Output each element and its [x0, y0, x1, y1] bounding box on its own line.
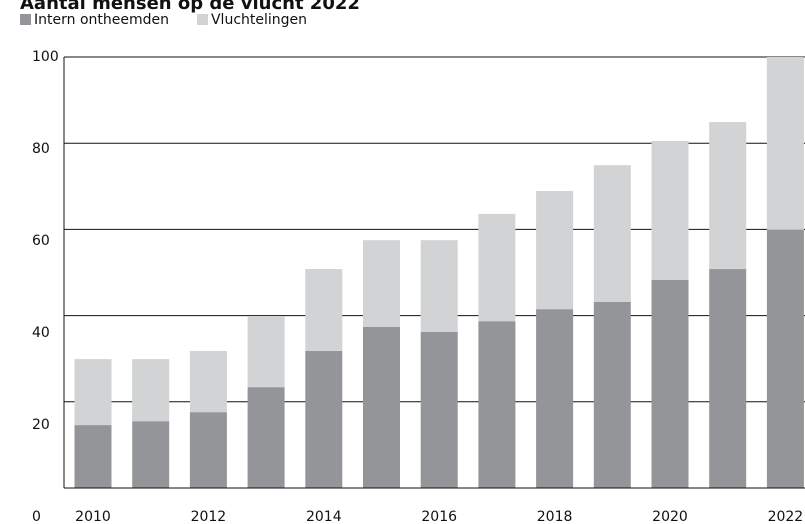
legend-swatch [20, 14, 31, 25]
bar-segment [420, 331, 458, 488]
x-tick-label: 2014 [306, 509, 342, 524]
bar-segment [305, 350, 343, 488]
bar-segment [305, 269, 343, 351]
bar-segment [478, 321, 516, 488]
bar-segment [247, 316, 285, 388]
bar-segment [593, 165, 631, 302]
legend-label: Intern ontheemden [34, 12, 169, 28]
x-tick-label: 2012 [191, 509, 227, 524]
y-tick-label: 60 [32, 233, 50, 249]
x-tick-label: 2010 [75, 509, 111, 524]
bar-segment [420, 240, 458, 332]
x-tick-label: 2016 [421, 509, 457, 524]
bar-segment [247, 387, 285, 488]
bar-segment [593, 301, 631, 488]
bar-segment [651, 141, 689, 280]
x-tick-label: 2018 [537, 509, 573, 524]
bar-segment [363, 326, 400, 488]
bar-segment [363, 240, 400, 327]
bar-segment [189, 412, 227, 488]
bar-segment [709, 122, 747, 270]
legend-swatch [196, 14, 208, 25]
x-tick-label: 2020 [652, 509, 688, 524]
legend-label: Vluchtelingen [211, 12, 307, 28]
bar-segment [766, 229, 804, 488]
bar-segment [536, 309, 574, 488]
x-tick-label: 2022 [768, 509, 804, 524]
chart-title: Aantal mensen op de vlucht 2022 [20, 0, 360, 14]
bar-segment [189, 350, 227, 413]
y-tick-label: 40 [32, 325, 50, 341]
bar-segment [766, 57, 804, 230]
bar-segment [74, 425, 112, 488]
bar-segment [536, 191, 574, 310]
bar-segment [651, 279, 689, 488]
y-tick-label: 100 [32, 49, 59, 65]
bar-segment [709, 269, 747, 488]
bar-segment [132, 359, 170, 422]
bar-segment [74, 359, 112, 426]
bar-segment [132, 421, 170, 488]
y-tick-label: 80 [32, 141, 50, 157]
y-tick-label: 20 [32, 417, 50, 433]
bar-segment [478, 213, 516, 322]
y-tick-label: 0 [32, 509, 41, 524]
